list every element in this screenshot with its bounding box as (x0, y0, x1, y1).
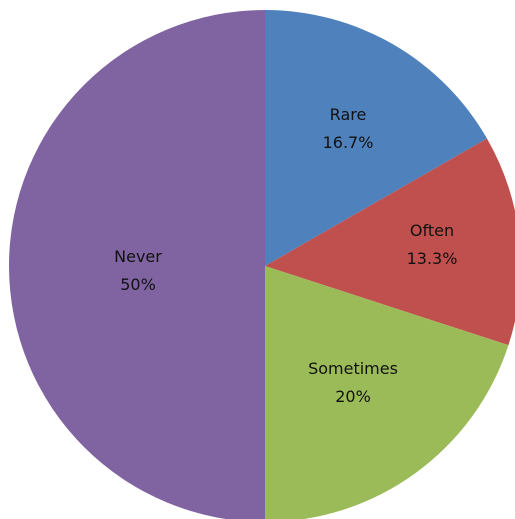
slice-label-sometimes: Sometimes (308, 359, 398, 378)
pie-slice-often (265, 138, 515, 346)
pie-slice-rare (265, 10, 487, 266)
slice-value-sometimes: 20% (335, 387, 371, 406)
pie-slice-sometimes (265, 266, 509, 519)
slice-label-rare: Rare (330, 105, 367, 124)
slice-value-often: 13.3% (407, 249, 458, 268)
pie-slice-never (9, 10, 265, 519)
slice-label-never: Never (114, 247, 162, 266)
slice-value-never: 50% (120, 275, 156, 294)
slice-value-rare: 16.7% (323, 133, 374, 152)
slice-label-often: Often (410, 221, 454, 240)
